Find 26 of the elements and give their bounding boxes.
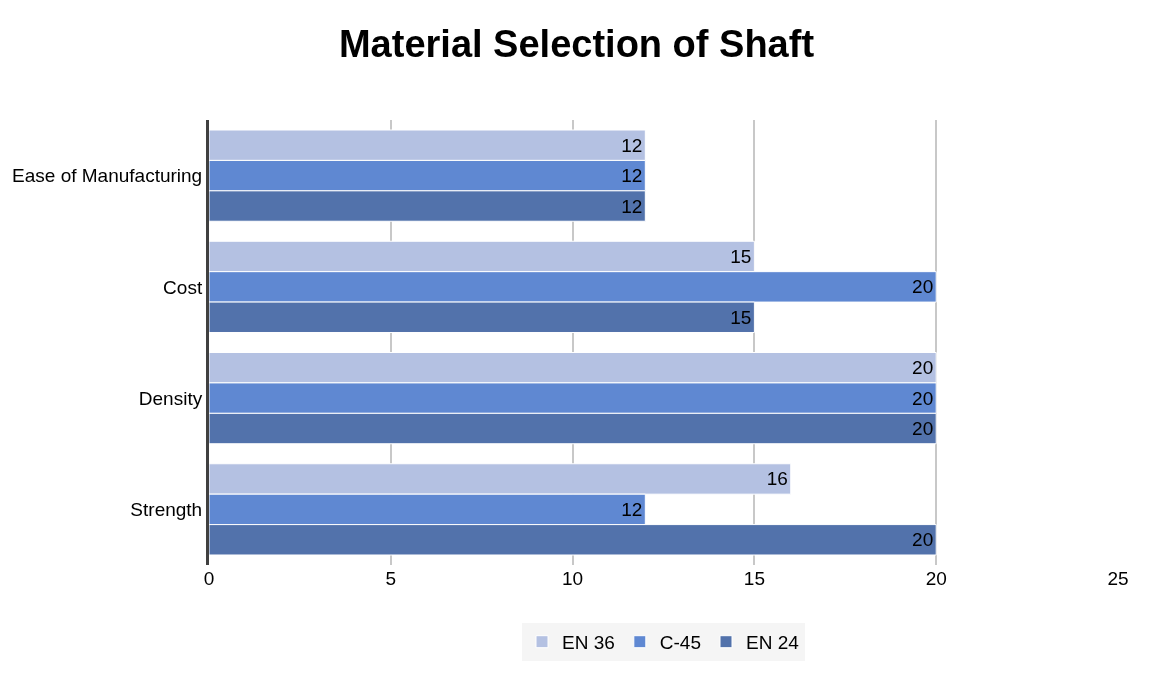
x-tick-label: 20 xyxy=(925,568,947,589)
data-label: 12 xyxy=(621,134,643,156)
data-label: 20 xyxy=(912,387,934,409)
data-label: 20 xyxy=(912,418,934,440)
data-label: 12 xyxy=(621,195,643,217)
y-tick-label: Ease of Manufacturing xyxy=(12,165,203,187)
data-label: 20 xyxy=(912,529,934,551)
chart-title: Material Selection of Shaft xyxy=(338,22,815,65)
y-tick-label: Strength xyxy=(130,499,203,521)
data-label: 16 xyxy=(766,468,788,490)
x-tick-label: 15 xyxy=(743,568,765,589)
legend-label: EN 24 xyxy=(746,632,800,654)
legend-label: EN 36 xyxy=(562,632,615,654)
data-label: 20 xyxy=(912,276,934,298)
legend-label: C-45 xyxy=(659,632,701,654)
data-label: 12 xyxy=(621,165,643,187)
data-label: 20 xyxy=(912,357,934,379)
x-tick-label: 10 xyxy=(562,568,584,589)
x-tick-label: 25 xyxy=(1107,568,1129,589)
x-tick-label: 5 xyxy=(385,568,397,589)
x-tick-label: 0 xyxy=(203,568,215,589)
y-tick-label: Cost xyxy=(163,276,203,298)
data-label: 15 xyxy=(730,245,752,267)
data-label: 12 xyxy=(621,498,643,520)
y-tick-label: Density xyxy=(138,387,203,409)
data-label: 15 xyxy=(730,306,752,328)
